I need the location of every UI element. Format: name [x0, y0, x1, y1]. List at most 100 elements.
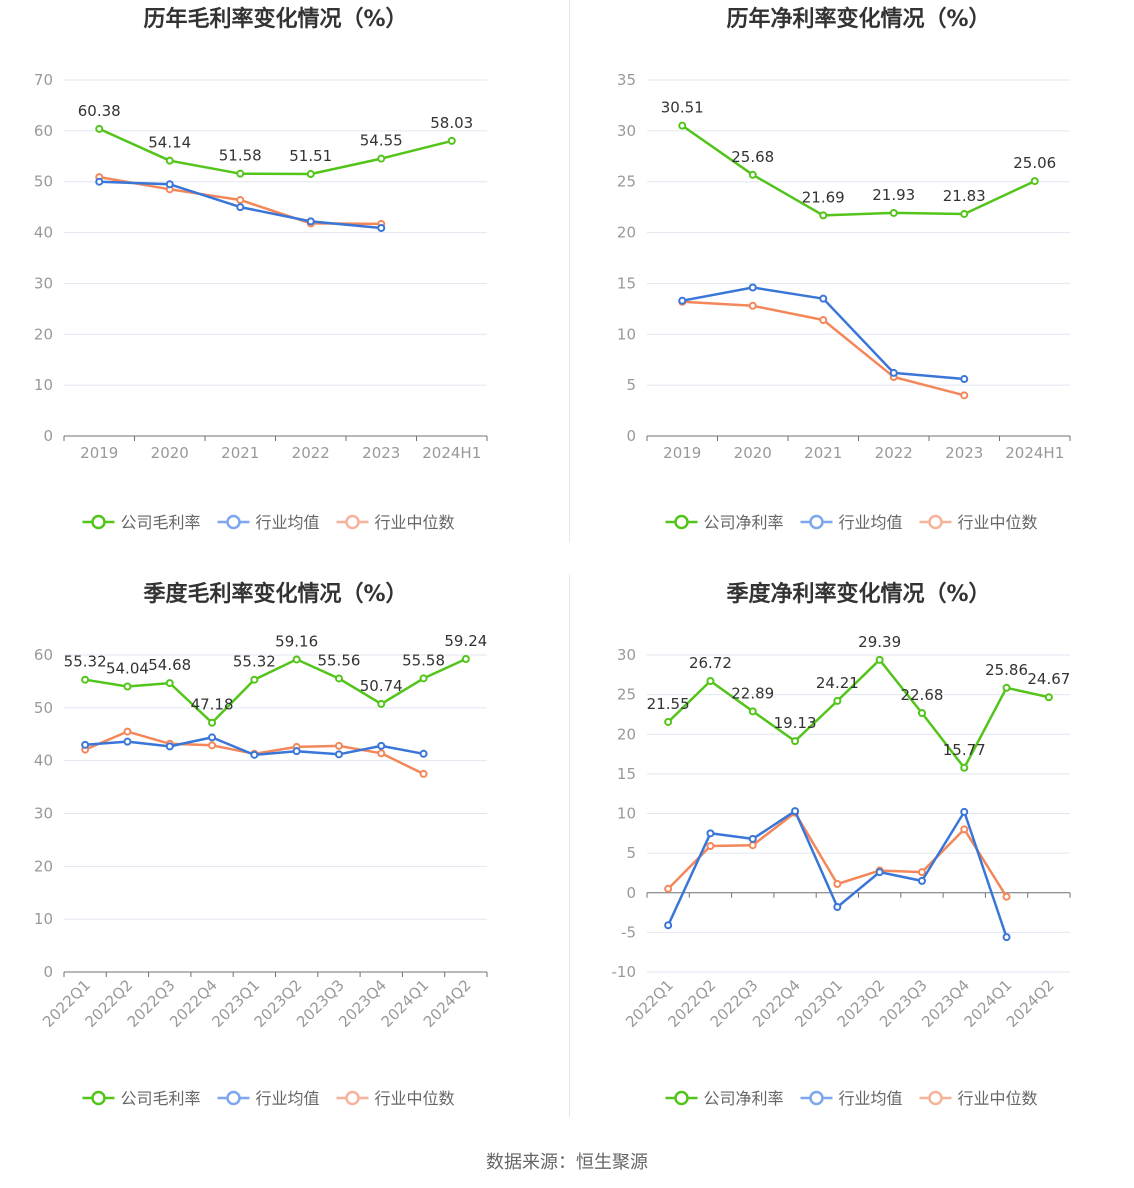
data-label: 21.83 [943, 187, 986, 205]
data-point [123, 682, 132, 691]
y-tick-label: 10 [34, 376, 53, 394]
y-tick-label: 10 [34, 910, 53, 928]
data-label: 58.03 [430, 114, 473, 132]
data-point [208, 741, 217, 750]
series-line-industry-median [682, 300, 965, 397]
data-point [748, 834, 757, 843]
y-tick-label: 10 [617, 805, 636, 823]
x-tick-label: 2019 [80, 444, 118, 462]
panel-divider-bottom [569, 575, 570, 1117]
series-line-company [681, 124, 1036, 217]
data-point [917, 868, 926, 877]
data-point [889, 208, 898, 217]
annual-net-margin-svg: 历年净利率变化情况（%） 0 5 10 15 20 25 30 35 2019 2020 2021 20… [617, 6, 1071, 532]
x-tick-label: 2022 [292, 444, 330, 462]
data-point [208, 733, 217, 742]
data-label: 22.68 [900, 686, 943, 704]
data-point [165, 156, 174, 165]
quarterly-gross-margin-svg: 季度毛利率变化情况（%）01020304050602022Q12022Q2202… [34, 581, 488, 1108]
annual-gross-margin-svg: 历年毛利率变化情况（%） 0 10 20 30 40 50 60 70 2019 2020 2021 2… [34, 6, 488, 532]
y-tick-label: 0 [626, 427, 636, 445]
y-tick-label: 0 [626, 884, 636, 902]
y-tick-label: 15 [617, 765, 636, 783]
data-label: 60.38 [78, 102, 121, 120]
data-point [917, 876, 926, 885]
data-point [165, 679, 174, 688]
legend-marker [928, 514, 943, 530]
y-tick-label: 0 [43, 427, 53, 445]
data-point [875, 868, 884, 877]
data-label: 54.55 [360, 132, 403, 150]
y-tick-label: 40 [34, 224, 53, 242]
y-tick-label: 30 [34, 805, 53, 823]
y-tick-label: -10 [612, 963, 637, 981]
legend-marker [928, 1090, 943, 1106]
data-point [377, 699, 386, 708]
data-point [81, 675, 90, 684]
y-tick-label: 0 [43, 963, 53, 981]
legend-item-label: 行业均值 [256, 1089, 320, 1108]
data-point [250, 675, 259, 684]
data-point [678, 121, 687, 130]
y-tick-label: 20 [617, 224, 636, 242]
y-tick-label: 30 [617, 646, 636, 664]
data-point [306, 170, 315, 179]
data-point [791, 737, 800, 746]
data-point [334, 750, 343, 759]
y-tick-label: 35 [617, 71, 636, 89]
data-label: 30.51 [661, 99, 704, 117]
legend-item-label: 行业中位数 [958, 1089, 1038, 1108]
legend-item-label: 行业中位数 [375, 1089, 455, 1108]
data-point [833, 696, 842, 705]
y-tick-label: -5 [621, 923, 636, 941]
data-point [664, 717, 673, 726]
data-label: 54.04 [106, 659, 149, 677]
data-point [377, 154, 386, 163]
data-label: 19.13 [774, 714, 817, 732]
x-tick-label: 2023 [362, 444, 400, 462]
y-tick-label: 10 [617, 325, 636, 343]
data-point [678, 296, 687, 305]
data-point [461, 655, 470, 664]
data-label: 21.55 [647, 695, 690, 713]
data-point [664, 921, 673, 930]
quarterly-gross-margin-chart: 季度毛利率变化情况（%） 0 10 20 30 40 50 60 2022Q1 2022Q2 202… [0, 575, 567, 1135]
y-tick-label: 60 [34, 646, 53, 664]
y-tick-label: 50 [34, 173, 53, 191]
x-tick-label: 2020 [151, 444, 189, 462]
data-label: 25.06 [1013, 154, 1056, 172]
chart-title: 季度净利率变化情况（%） [726, 581, 990, 607]
data-point [236, 203, 245, 212]
data-label: 54.14 [148, 134, 191, 152]
data-point [917, 709, 926, 718]
legend-item-label: 行业均值 [839, 1089, 903, 1108]
data-point [236, 169, 245, 178]
y-tick-label: 70 [34, 71, 53, 89]
series-line-industry-avg [667, 809, 1008, 938]
data-point [377, 223, 386, 232]
data-point [791, 807, 800, 816]
data-point [819, 211, 828, 220]
data-point [447, 136, 456, 145]
legend-marker [91, 1090, 106, 1106]
panel-divider-top [569, 0, 570, 542]
data-point [664, 884, 673, 893]
data-source: 数据来源：恒生聚源 [486, 1152, 648, 1173]
data-label: 51.58 [219, 147, 262, 165]
legend-marker [226, 1090, 241, 1106]
data-point [81, 740, 90, 749]
x-tick-label: 2024H1 [1005, 444, 1064, 462]
data-point [819, 294, 828, 303]
data-point [165, 180, 174, 189]
y-tick-label: 30 [617, 122, 636, 140]
data-point [208, 718, 217, 727]
y-tick-label: 5 [626, 844, 636, 862]
data-point [334, 741, 343, 750]
data-point [292, 655, 301, 664]
legend-marker [91, 514, 106, 530]
x-tick-label: 2021 [221, 444, 259, 462]
legend-marker [809, 514, 824, 530]
y-tick-label: 20 [34, 857, 53, 875]
data-point [706, 676, 715, 685]
data-point [1002, 683, 1011, 692]
